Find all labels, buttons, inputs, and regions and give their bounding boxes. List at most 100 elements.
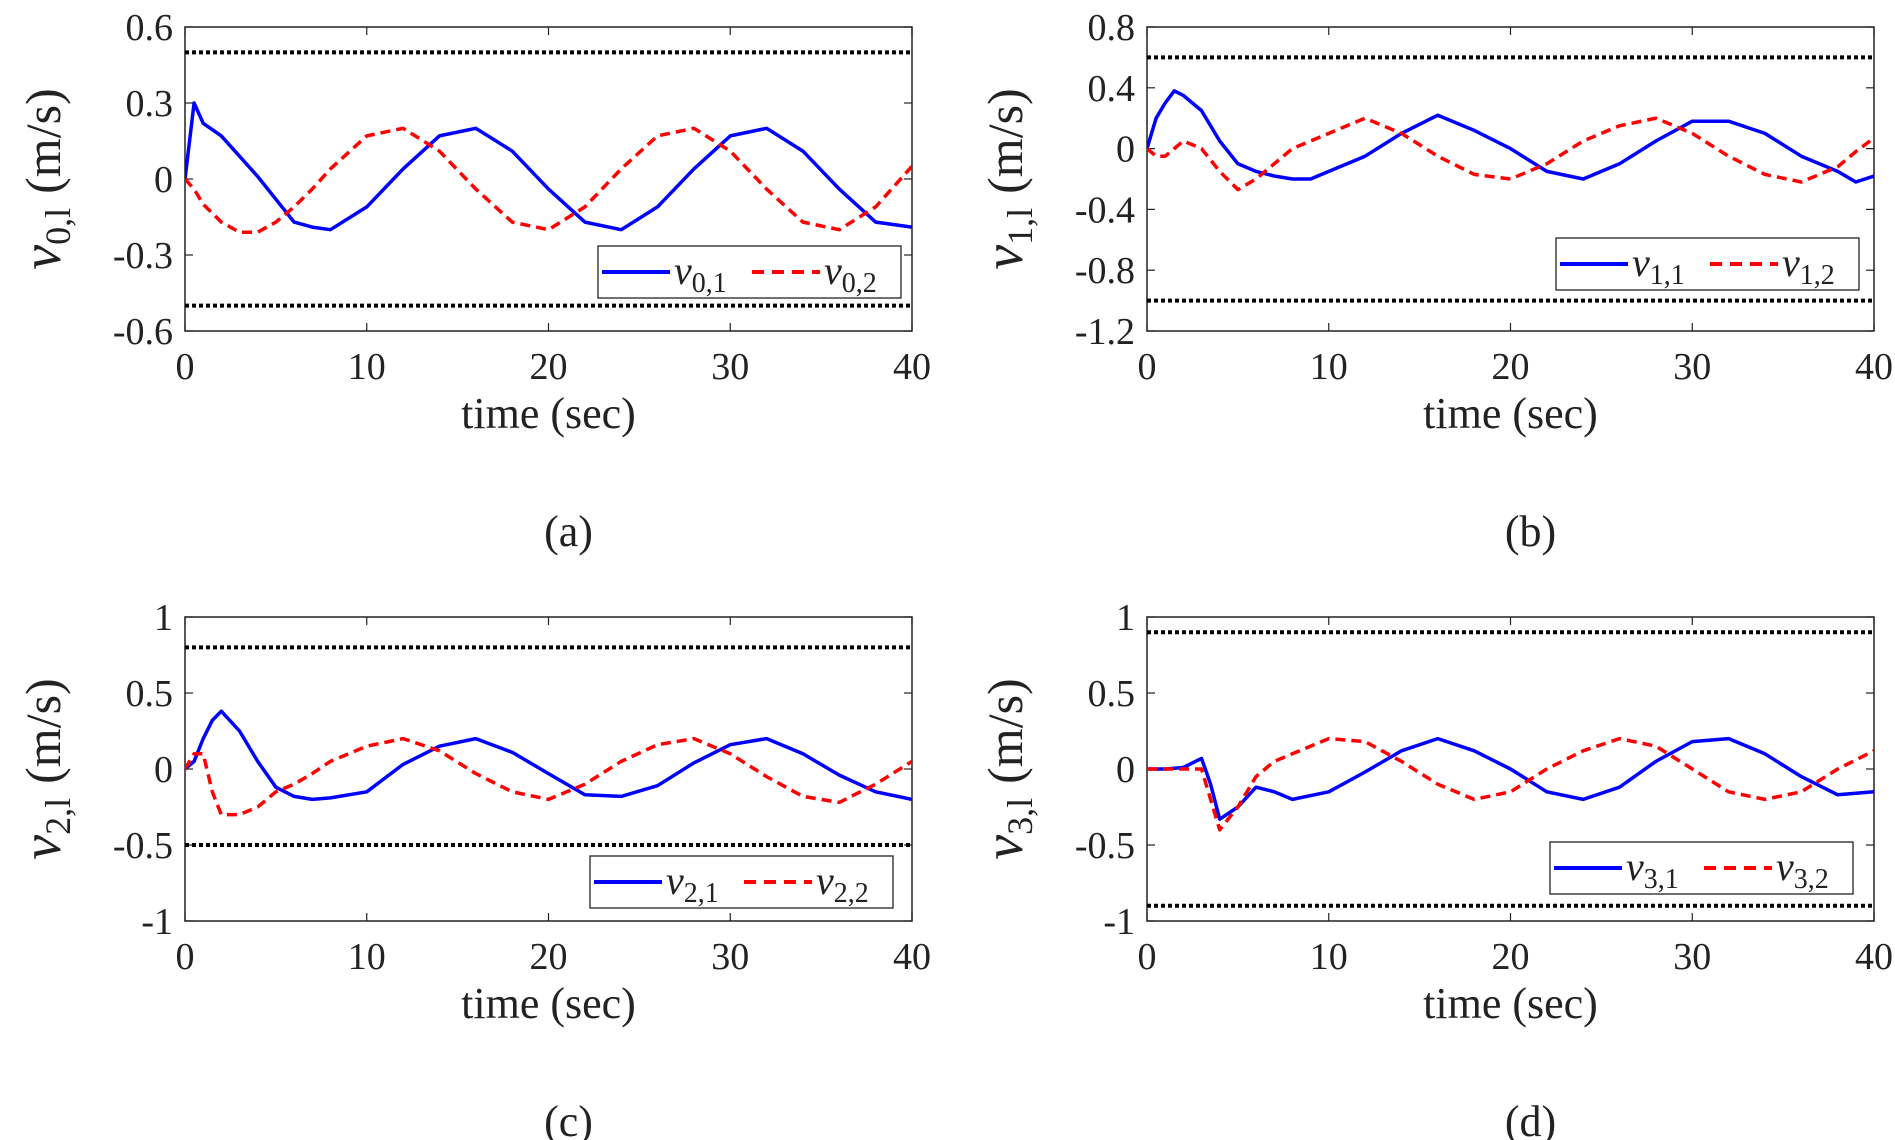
- x-tick-label: 30: [711, 936, 749, 978]
- legend-var: v: [1776, 844, 1794, 889]
- y-label-var: v: [11, 245, 73, 270]
- legend-label: v0,1: [674, 248, 727, 299]
- legend-sub: 2,2: [834, 878, 869, 909]
- y-axis-label: v1,l (m/s): [973, 88, 1040, 269]
- y-tick-label: -0.5: [113, 825, 173, 867]
- y-label-unit: (m/s): [977, 678, 1033, 784]
- x-tick-label: 40: [1855, 346, 1893, 388]
- y-label-unit: (m/s): [977, 88, 1033, 194]
- y-tick-label: -0.6: [113, 311, 173, 353]
- legend-var: v: [674, 248, 692, 293]
- legend-label: v0,2: [824, 248, 877, 299]
- x-tick-label: 20: [1492, 936, 1530, 978]
- y-tick-label: 0: [154, 159, 173, 201]
- y-label-unit: (m/s): [15, 678, 71, 784]
- legend-var: v: [1782, 240, 1800, 285]
- series-line-v22: [185, 736, 912, 817]
- x-tick-label: 0: [176, 936, 195, 978]
- x-tick-label: 40: [893, 936, 931, 978]
- x-tick-label: 10: [1310, 936, 1348, 978]
- y-label-unit: (m/s): [15, 88, 71, 194]
- legend-sub: 0,2: [842, 268, 877, 299]
- legend-var: v: [824, 248, 842, 293]
- x-tick-label: 20: [530, 936, 568, 978]
- y-tick-label: -1: [141, 901, 173, 943]
- x-tick-label: 40: [1855, 936, 1893, 978]
- x-tick-label: 0: [176, 346, 195, 388]
- y-axis-label: v3,l (m/s): [973, 678, 1040, 859]
- y-label-sub: 3,l: [1000, 798, 1040, 835]
- legend-label: v1,2: [1782, 240, 1835, 291]
- chart-panel-b: 0 10 20 30 40-1.2-0.8-0.400.40.8v1,1 v1,2time…: [973, 7, 1893, 556]
- x-tick-label: 10: [1310, 346, 1348, 388]
- x-tick-label: 40: [893, 346, 931, 388]
- x-axis-label: time (sec): [461, 979, 636, 1028]
- y-tick-label: 0.3: [126, 83, 174, 125]
- y-tick-label: 0.5: [1088, 673, 1136, 715]
- legend-label: v1,1: [1632, 240, 1685, 291]
- y-tick-label: 0.6: [126, 7, 174, 49]
- y-tick-label: 1: [154, 597, 173, 639]
- legend-var: v: [1626, 844, 1644, 889]
- y-tick-label: -0.3: [113, 235, 173, 277]
- x-tick-label: 20: [1492, 346, 1530, 388]
- y-tick-label: -1.2: [1075, 311, 1135, 353]
- y-tick-label: -0.5: [1075, 825, 1135, 867]
- series-line-v12: [1147, 116, 1874, 192]
- series-line-v01: [185, 101, 912, 232]
- y-label-sub: 0,l: [38, 208, 78, 245]
- x-tick-label: 10: [348, 936, 386, 978]
- y-tick-label: -0.8: [1075, 250, 1135, 292]
- series-group: [185, 101, 912, 234]
- legend-sub: 1,2: [1800, 260, 1835, 291]
- panel-caption: (a): [544, 507, 593, 556]
- legend-var: v: [816, 858, 834, 903]
- y-tick-label: 0.8: [1088, 7, 1136, 49]
- y-label-var: v: [973, 245, 1035, 270]
- y-tick-label: 0.5: [126, 673, 174, 715]
- legend: v1,1 v1,2: [1555, 237, 1860, 291]
- series-line-v02: [185, 126, 912, 234]
- legend-sub: 3,1: [1644, 864, 1679, 895]
- legend-sub: 2,1: [684, 878, 719, 909]
- y-tick-label: -1: [1103, 901, 1135, 943]
- x-tick-label: 30: [1673, 346, 1711, 388]
- legend-var: v: [666, 858, 684, 903]
- x-axis-label: time (sec): [1423, 979, 1598, 1028]
- legend-label: v2,2: [816, 858, 869, 909]
- x-tick-label: 0: [1138, 936, 1157, 978]
- legend-label: v2,1: [666, 858, 719, 909]
- panel-caption: (b): [1505, 507, 1556, 556]
- y-tick-label: -0.4: [1075, 189, 1135, 231]
- legend-box: [597, 245, 902, 299]
- y-label-sub: 2,l: [38, 798, 78, 835]
- legend-label: v3,1: [1626, 844, 1679, 895]
- series-group: [1147, 89, 1874, 192]
- x-tick-label: 30: [711, 346, 749, 388]
- legend-label: v3,2: [1776, 844, 1829, 895]
- legend-sub: 0,1: [692, 268, 727, 299]
- y-tick-label: 0.4: [1088, 68, 1136, 110]
- legend-sub: 1,1: [1650, 260, 1685, 291]
- series-group: [1147, 736, 1874, 832]
- panel-caption: (d): [1505, 1097, 1556, 1140]
- y-label-var: v: [11, 835, 73, 860]
- legend: v0,1 v0,2: [597, 245, 902, 299]
- y-label-sub: 1,l: [1000, 208, 1040, 245]
- panel-caption: (c): [544, 1097, 593, 1140]
- y-label-var: v: [973, 835, 1035, 860]
- series-line-v21: [185, 709, 912, 802]
- x-tick-label: 30: [1673, 936, 1711, 978]
- y-tick-label: 0: [1116, 749, 1135, 791]
- x-axis-label: time (sec): [461, 389, 636, 438]
- x-tick-label: 10: [348, 346, 386, 388]
- y-axis-label: v0,l (m/s): [11, 88, 78, 269]
- legend: v3,1 v3,2: [1549, 841, 1854, 895]
- y-tick-label: 1: [1116, 597, 1135, 639]
- legend-var: v: [1632, 240, 1650, 285]
- y-tick-label: 0: [154, 749, 173, 791]
